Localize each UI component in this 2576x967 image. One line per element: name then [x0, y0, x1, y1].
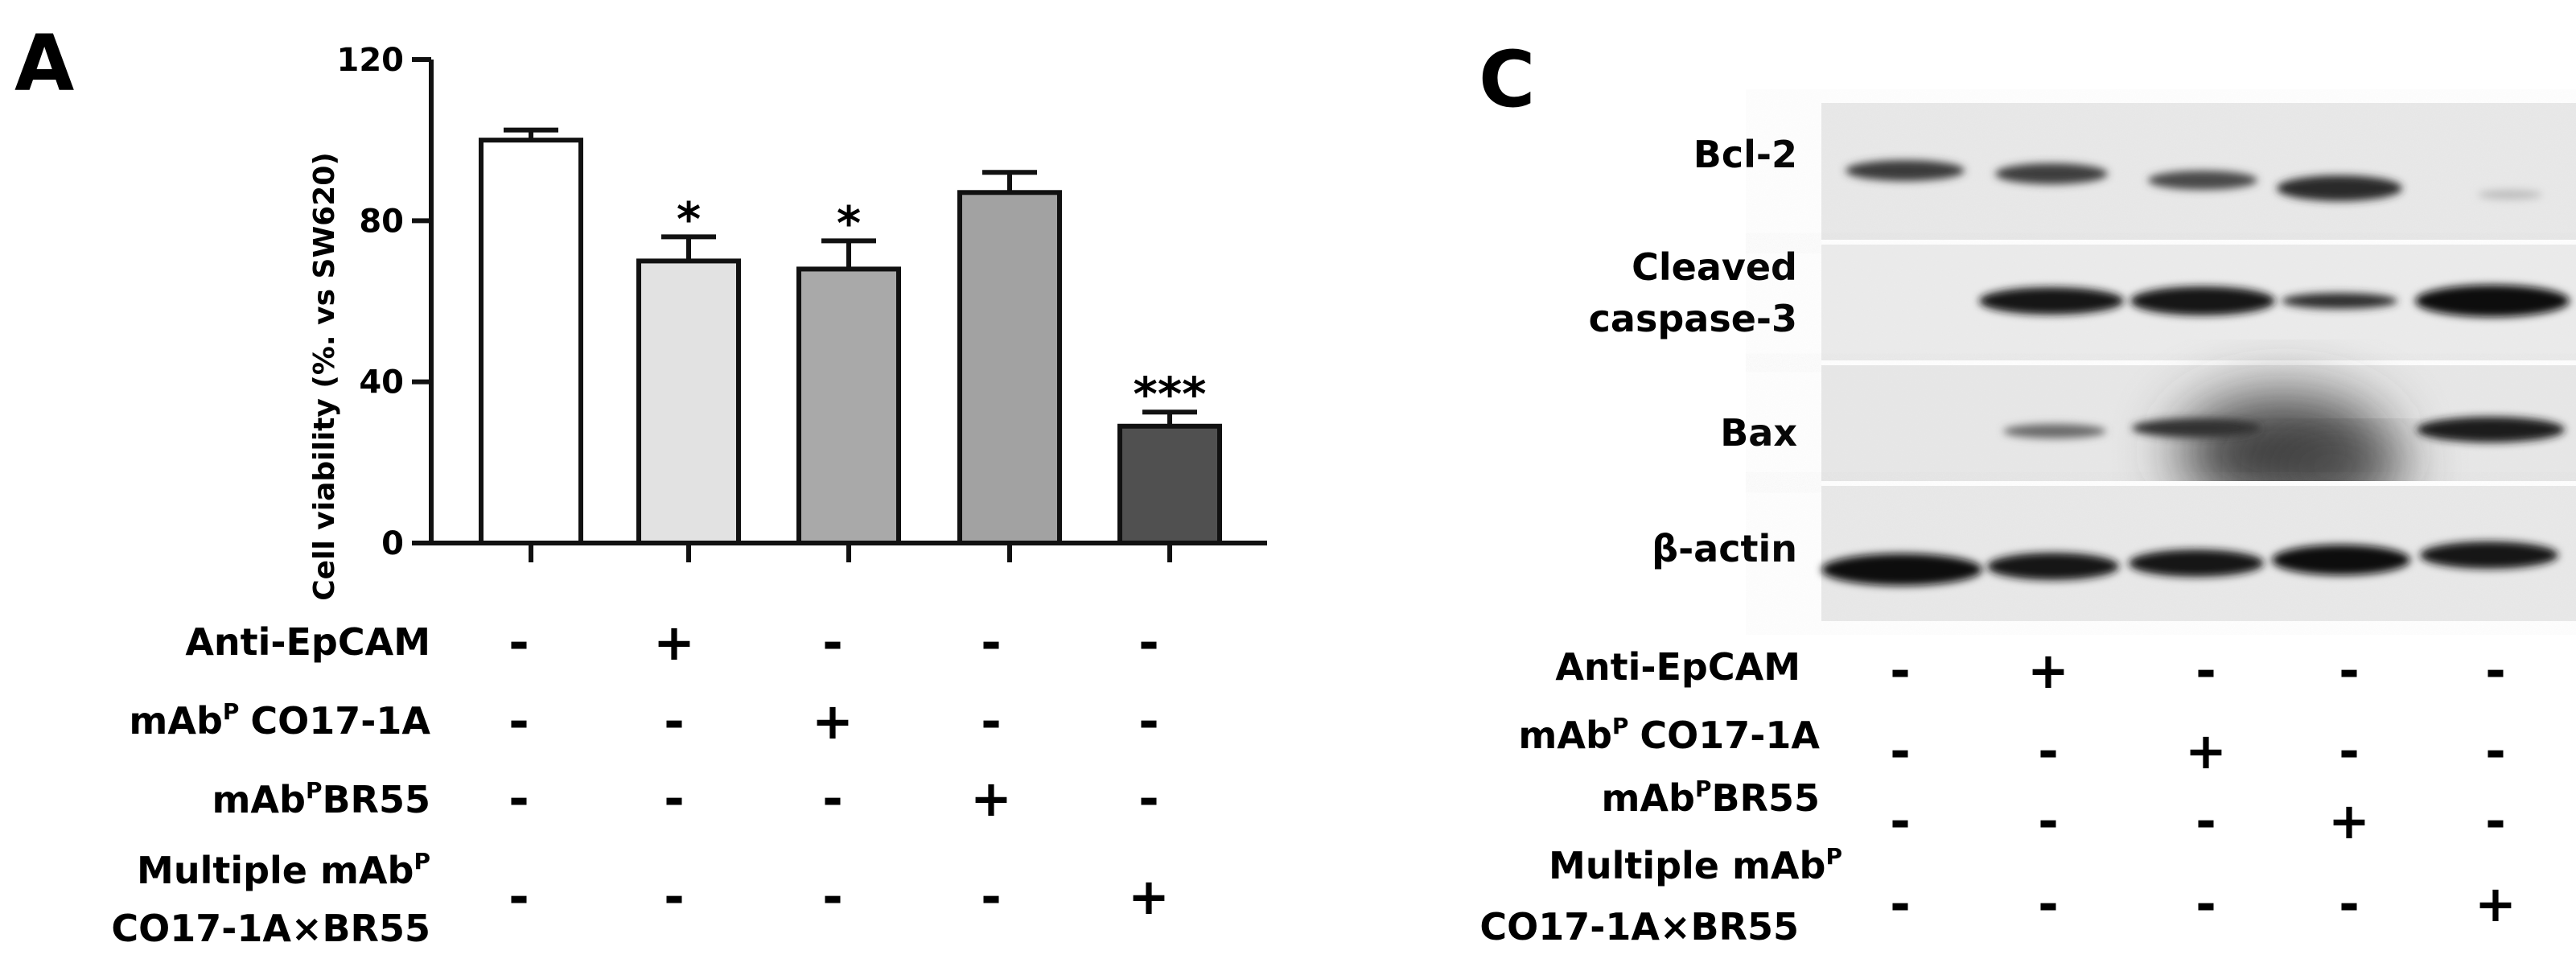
significance-marker: * — [677, 191, 701, 246]
treatment-sign: - — [1138, 613, 1159, 672]
treatment-sign: + — [653, 613, 695, 672]
treatment-sign: - — [2195, 641, 2216, 700]
superscript-p: P — [306, 777, 323, 804]
blot-divider — [1821, 360, 2576, 365]
blot-label-bax: Bax — [1720, 411, 1797, 455]
treatment-sign: - — [2038, 722, 2059, 780]
treatment-sign: - — [2038, 874, 2059, 933]
y-tick-label: 120 — [337, 42, 405, 79]
treatment-sign: - — [981, 613, 1002, 672]
bar — [957, 190, 1062, 545]
treatment-sign: + — [1128, 867, 1170, 926]
row-text: BR55 — [1712, 776, 1821, 820]
row-text: Multiple mAb — [1549, 844, 1825, 887]
superscript-p: P — [1825, 843, 1842, 870]
sign-grid-c: - + - - - - - + - - - - - + - - - - - + — [1890, 641, 2516, 933]
treatment-sign: - — [2485, 641, 2506, 700]
treatment-sign: - — [2038, 792, 2059, 850]
treatment-sign: - — [2485, 792, 2506, 850]
blot-label-beta-actin: β-actin — [1652, 527, 1797, 570]
treatment-sign: + — [970, 769, 1012, 828]
treatment-sign: - — [664, 769, 685, 828]
row-label-multiple: Multiple mAbP — [137, 848, 430, 892]
treatment-sign: - — [508, 613, 529, 672]
treatment-sign: + — [2475, 874, 2516, 933]
row-label-multiple: Multiple mAbP — [1549, 843, 1842, 887]
treatment-sign: - — [508, 867, 529, 926]
treatment-sign: - — [2485, 722, 2506, 780]
row-text: BR55 — [323, 778, 431, 821]
blot-label-cleaved: Cleaved — [1632, 245, 1797, 289]
treatment-table-a: Anti-EpCAM mAbP CO17-1A mAbPBR55 Multiple… — [111, 613, 1170, 950]
row-prefix: mAb — [129, 699, 222, 743]
row-prefix: mAb — [1602, 776, 1695, 820]
row-label-anti-epcam: Anti-EpCAM — [185, 620, 430, 664]
bar — [636, 258, 741, 545]
row-text: CO17-1A — [1640, 714, 1820, 757]
treatment-sign: - — [2195, 874, 2216, 933]
row-prefix: mAb — [212, 778, 306, 821]
treatment-table-c: Anti-EpCAM mAbP CO17-1A mAbPBR55 Multiple… — [1479, 641, 2516, 948]
treatment-sign: + — [2185, 722, 2227, 780]
treatment-sign: + — [2328, 792, 2370, 850]
treatment-sign: - — [1890, 722, 1911, 780]
treatment-sign: + — [812, 692, 854, 751]
treatment-sign: - — [508, 692, 529, 751]
treatment-sign: - — [2195, 792, 2216, 850]
row-label-br55: mAbPBR55 — [212, 777, 431, 821]
treatment-sign: - — [2339, 722, 2360, 780]
significance-marker: * — [837, 195, 861, 250]
row-text: CO17-1A — [250, 699, 430, 743]
panel-c-label: C — [1479, 35, 1535, 125]
treatment-sign: - — [508, 769, 529, 828]
y-tick-label: 40 — [359, 364, 404, 401]
blot-divider — [1821, 481, 2576, 486]
row-label-anti-epcam: Anti-EpCAM — [1555, 645, 1800, 689]
row-label-co17-1a: mAbP CO17-1A — [129, 698, 430, 743]
superscript-p: P — [1695, 776, 1712, 802]
row-label-co17-1a: mAbP CO17-1A — [1518, 713, 1820, 757]
blot-divider — [1821, 240, 2576, 245]
treatment-sign: - — [2339, 641, 2360, 700]
treatment-sign: + — [2027, 641, 2069, 700]
treatment-sign: - — [664, 692, 685, 751]
treatment-sign: - — [822, 867, 843, 926]
treatment-sign: - — [981, 867, 1002, 926]
treatment-sign: - — [1890, 874, 1911, 933]
row-label-br55: mAbPBR55 — [1602, 776, 1821, 820]
row-text: Multiple mAb — [137, 849, 414, 892]
treatment-sign: - — [981, 692, 1002, 751]
bar — [796, 266, 901, 545]
row-prefix: mAb — [1518, 714, 1611, 757]
superscript-p: P — [1612, 713, 1629, 739]
y-tick-label: 0 — [381, 525, 404, 562]
panel-a-label: A — [14, 19, 74, 109]
superscript-p: P — [223, 698, 240, 725]
bar — [1117, 423, 1222, 546]
treatment-sign: - — [1138, 769, 1159, 828]
superscript-p: P — [414, 848, 430, 874]
significance-marker: *** — [1134, 367, 1207, 422]
blot-label-caspase3: caspase-3 — [1589, 297, 1797, 340]
blot-bax — [1821, 365, 2576, 508]
blot-beta-actin — [1821, 486, 2576, 621]
bar — [479, 138, 583, 546]
treatment-sign: - — [1890, 792, 1911, 850]
treatment-sign: - — [664, 867, 685, 926]
treatment-sign: - — [2339, 874, 2360, 933]
y-tick-label: 80 — [359, 203, 404, 240]
blot-bcl2 — [1821, 103, 2576, 240]
y-axis-label: Cell viability (%. vs SW620) — [308, 152, 341, 601]
row-label-combo: CO17-1A×BR55 — [111, 907, 430, 950]
blot-label-bcl2: Bcl-2 — [1693, 133, 1797, 176]
treatment-sign: - — [1138, 692, 1159, 751]
sign-grid-a: - + - - - - - + - - - - - + - - - - - + — [508, 613, 1170, 926]
row-label-combo: CO17-1A×BR55 — [1479, 905, 1799, 948]
blot-cleaved-caspase3 — [1821, 245, 2576, 360]
treatment-sign: - — [1890, 641, 1911, 700]
treatment-sign: - — [822, 613, 843, 672]
treatment-sign: - — [822, 769, 843, 828]
